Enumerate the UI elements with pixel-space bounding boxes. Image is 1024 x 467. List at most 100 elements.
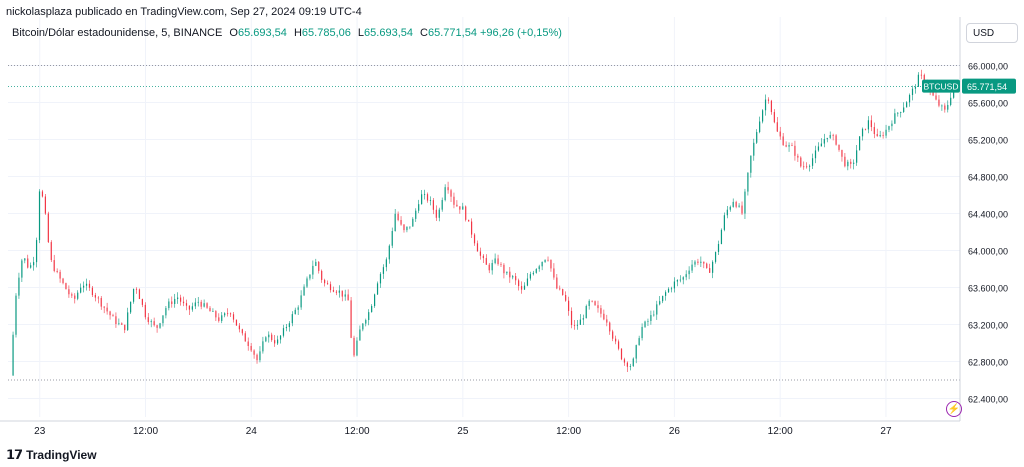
candle-body (318, 261, 320, 271)
candle-body (791, 145, 793, 146)
candle-body (18, 277, 20, 296)
candle (491, 259, 493, 275)
candle (47, 211, 49, 243)
candle (676, 279, 678, 287)
candle-body (368, 312, 370, 321)
time-axis-labels: 23 12:00 24 12:00 25 12:00 26 12:00 27 (34, 426, 892, 437)
high-value: 65.785,06 (301, 27, 351, 39)
candle (456, 200, 458, 207)
candle-body (15, 295, 17, 335)
candle (206, 302, 208, 309)
candle-body (685, 274, 687, 278)
candle (659, 296, 661, 306)
candle-body (488, 264, 490, 271)
candle (903, 102, 905, 113)
candle (794, 140, 796, 161)
candle-body (38, 191, 41, 241)
candle (429, 196, 432, 206)
candle-body (691, 264, 693, 271)
candle (147, 313, 149, 325)
candle-body (597, 305, 599, 309)
candle-body (124, 324, 126, 331)
candle (27, 254, 29, 269)
candle (670, 286, 673, 293)
candle (650, 310, 652, 325)
candle (130, 301, 132, 314)
tradingview-brand[interactable]: 𝟭𝟳 TradingView (6, 447, 97, 463)
candle (68, 285, 70, 298)
candle-body (162, 315, 164, 324)
candle (138, 288, 141, 300)
candle (276, 335, 279, 345)
candle-body (68, 289, 70, 295)
candle-body (112, 315, 114, 317)
candle (870, 115, 872, 132)
candle (56, 268, 58, 274)
candle (738, 203, 740, 208)
candle (706, 262, 708, 269)
candle (682, 276, 684, 285)
candle-body (532, 272, 534, 275)
candle-body (861, 128, 864, 137)
symbol-description[interactable]: Bitcoin/Dólar estadounidense, 5, BINANCE (12, 27, 223, 39)
candle (941, 104, 943, 111)
candle (532, 270, 534, 276)
candle (691, 260, 693, 273)
candle (606, 314, 608, 327)
candle-body (835, 135, 837, 145)
candle (12, 331, 14, 377)
candle (803, 161, 805, 170)
time-tick-label: 25 (457, 426, 469, 437)
candle-body (673, 281, 676, 289)
candle-body (376, 283, 379, 295)
candle-body (462, 206, 464, 210)
candle-body (503, 264, 505, 274)
candle-body (206, 303, 208, 308)
candle-body (553, 268, 555, 278)
candle-body (550, 259, 552, 269)
candle (891, 120, 893, 131)
candle (432, 198, 434, 215)
candle-body (12, 334, 14, 376)
candle-body (44, 196, 46, 214)
candle (91, 285, 94, 298)
price-tick-label: 63.600,00 (968, 284, 1008, 294)
candle (750, 155, 752, 178)
candle (767, 97, 770, 104)
candle (779, 126, 781, 140)
candle (215, 310, 217, 322)
candle (594, 300, 596, 306)
candle-body (703, 261, 705, 264)
candle-body (347, 294, 349, 301)
candle-body (168, 301, 170, 309)
candle-body (885, 129, 887, 136)
candle-body (706, 263, 708, 269)
price-tick-label: 62.400,00 (968, 395, 1008, 405)
candle (462, 202, 464, 210)
currency-button[interactable]: USD (966, 23, 1018, 43)
candle-body (185, 303, 188, 306)
lightning-icon[interactable]: ⚡ (946, 401, 962, 417)
time-tick-label: 27 (880, 426, 892, 437)
candle (94, 292, 96, 302)
candle (406, 226, 408, 233)
candle (438, 207, 440, 222)
last-price-tag-bg (962, 78, 1016, 94)
candle (409, 226, 411, 230)
candle-body (326, 283, 329, 285)
candle-body (100, 298, 102, 307)
candle (200, 299, 202, 310)
candle-body (130, 301, 132, 313)
candle (703, 261, 705, 269)
candle-body (570, 310, 573, 326)
candle (453, 192, 455, 209)
candle-body (423, 194, 426, 195)
candle-body (179, 297, 182, 302)
candle-body (174, 298, 176, 304)
candle-body (764, 99, 767, 111)
candle-body (594, 301, 596, 306)
candle-body (109, 311, 111, 316)
candle-body (864, 128, 867, 130)
price-tick-label: 65.200,00 (968, 136, 1008, 146)
